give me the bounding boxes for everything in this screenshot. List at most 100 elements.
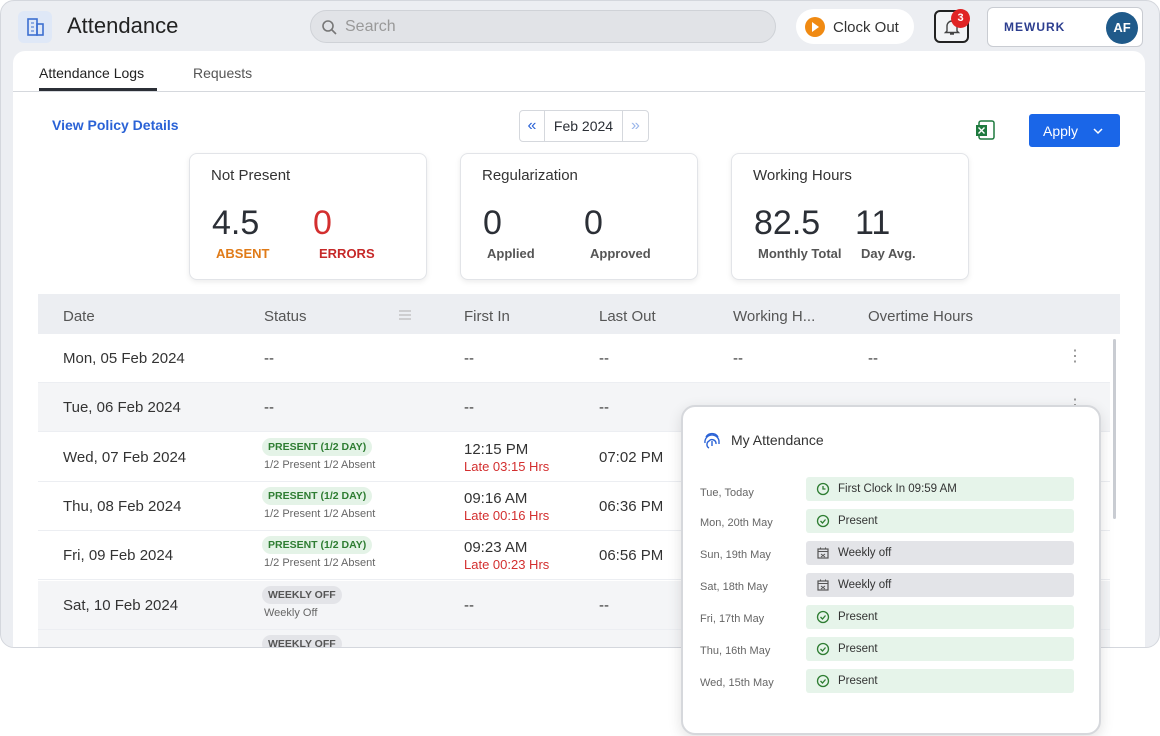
excel-icon: [976, 120, 995, 140]
clock-out-label: Clock Out: [833, 19, 899, 36]
status-badge: PRESENT (1/2 DAY): [262, 437, 373, 456]
card-title: Working Hours: [753, 167, 852, 184]
date-cell: Wed, 07 Feb 2024: [63, 448, 187, 466]
overtime-cell: --: [868, 350, 878, 367]
day-label: Thu, 16th May: [700, 645, 771, 657]
stat-value: 0: [313, 204, 332, 242]
notifications-button[interactable]: 3: [934, 9, 970, 43]
column-menu-icon[interactable]: [398, 309, 412, 321]
status-cell: --: [264, 350, 274, 367]
search-box[interactable]: Search: [310, 10, 776, 43]
day-label: Tue, Today: [700, 487, 754, 499]
status-badge: PRESENT (1/2 DAY): [262, 536, 373, 555]
first-in-cell: 09:16 AM: [464, 489, 528, 507]
brand-name: MEWURK: [1004, 20, 1066, 34]
status-note: 1/2 Present 1/2 Absent: [264, 557, 376, 570]
first-in-cell: 09:23 AM: [464, 539, 528, 557]
summary-card: Working Hours 82.5 Monthly Total 11 Day Avg.: [731, 153, 969, 280]
day-label: Sun, 19th May: [700, 549, 771, 561]
card-title: Not Present: [211, 167, 291, 184]
status-icon: [817, 547, 829, 559]
notification-count: 3: [951, 9, 970, 28]
last-out-cell: 06:56 PM: [599, 547, 664, 565]
date-cell: Fri, 09 Feb 2024: [63, 547, 174, 565]
last-out-cell: 06:36 PM: [599, 497, 664, 515]
stat-label: ERRORS: [319, 246, 375, 261]
status-pill: Present: [806, 509, 1074, 533]
status-note: 1/2 Present 1/2 Absent: [264, 507, 376, 520]
last-out-cell: --: [599, 399, 609, 417]
app-icon: [18, 11, 52, 43]
status-pill: Present: [806, 637, 1074, 661]
stat-label: Monthly Total: [758, 246, 842, 261]
stat-value: 82.5: [754, 204, 821, 242]
status-badge: WEEKLY OFF: [262, 634, 342, 647]
apply-button[interactable]: Apply: [1029, 114, 1120, 147]
status-note: Weekly Off: [264, 606, 318, 619]
column-header[interactable]: Working H...: [733, 308, 816, 325]
column-header[interactable]: Overtime Hours: [868, 308, 974, 325]
policy-link[interactable]: View Policy Details: [52, 117, 179, 133]
table-row: Mon, 05 Feb 2024 -- -- -- -- -- ⋮: [38, 334, 1110, 383]
day-label: Sat, 18th May: [700, 581, 768, 593]
tab[interactable]: Attendance Logs: [39, 65, 145, 81]
status-pill: Weekly off: [806, 541, 1074, 565]
date-cell: Mon, 05 Feb 2024: [63, 350, 185, 367]
play-icon: [805, 17, 825, 37]
month-label: Feb 2024: [544, 110, 623, 142]
table-header: [38, 294, 1120, 334]
column-header[interactable]: Status: [264, 308, 307, 325]
stat-value: 0: [584, 204, 603, 242]
day-label: Wed, 15th May: [700, 677, 774, 689]
last-out-cell: --: [599, 596, 609, 614]
status-badge: WEEKLY OFF: [262, 585, 342, 604]
clock-out-button[interactable]: Clock Out: [796, 9, 914, 44]
chevron-down: [1093, 128, 1103, 135]
first-in-cell: 12:15 PM: [464, 440, 529, 458]
fingerprint-icon: [704, 432, 720, 449]
first-in-cell: --: [464, 350, 474, 367]
summary-card: Regularization 0 Applied 0 Approved: [460, 153, 698, 280]
last-out-cell: --: [599, 350, 609, 367]
status-icon: [817, 579, 829, 591]
scrollbar: [1113, 339, 1116, 519]
first-in-cell: --: [464, 399, 474, 417]
apply-label: Apply: [1043, 123, 1079, 139]
date-cell: Thu, 08 Feb 2024: [63, 497, 182, 515]
status-badge: PRESENT (1/2 DAY): [262, 486, 373, 505]
stat-label: Applied: [487, 246, 535, 261]
search-icon: [322, 20, 337, 35]
day-label: Mon, 20th May: [700, 517, 773, 529]
my-attendance-widget: My Attendance Tue, Today First Clock In 0…: [681, 405, 1101, 735]
building-icon: [27, 18, 44, 36]
page-title: Attendance: [67, 13, 179, 38]
column-header[interactable]: First In: [464, 308, 510, 325]
tab[interactable]: Requests: [193, 65, 253, 81]
column-header[interactable]: Date: [63, 308, 95, 325]
tab-underline: [39, 88, 157, 91]
prev-month[interactable]: «: [519, 110, 545, 142]
late-note: Late 00:16 Hrs: [464, 507, 550, 523]
summary-card: Not Present 4.5 ABSENT 0 ERRORS: [189, 153, 427, 280]
first-in-cell: --: [464, 596, 474, 614]
stat-label: Approved: [590, 246, 651, 261]
date-cell: Sat, 10 Feb 2024: [63, 596, 179, 614]
excel-export[interactable]: [975, 119, 997, 141]
status-pill: Weekly off: [806, 573, 1074, 597]
search-placeholder: Search: [345, 18, 396, 35]
status-note: 1/2 Present 1/2 Absent: [264, 458, 376, 471]
day-label: Fri, 17th May: [700, 613, 765, 625]
date-cell: Tue, 06 Feb 2024: [63, 399, 181, 417]
working-hours-cell: --: [733, 350, 743, 367]
row-menu[interactable]: ⋮: [1067, 348, 1083, 365]
avatar[interactable]: AF: [1106, 12, 1138, 44]
stat-label: ABSENT: [216, 246, 270, 261]
status-icon: [816, 642, 830, 656]
last-out-cell: 07:02 PM: [599, 448, 664, 466]
app-shell: Attendance Search Clock Out 3 MEWURK AF …: [0, 0, 1160, 648]
next-month[interactable]: »: [622, 110, 649, 142]
column-header[interactable]: Last Out: [599, 308, 656, 325]
stat-value: 4.5: [212, 204, 260, 242]
stat-value: 11: [855, 204, 891, 242]
